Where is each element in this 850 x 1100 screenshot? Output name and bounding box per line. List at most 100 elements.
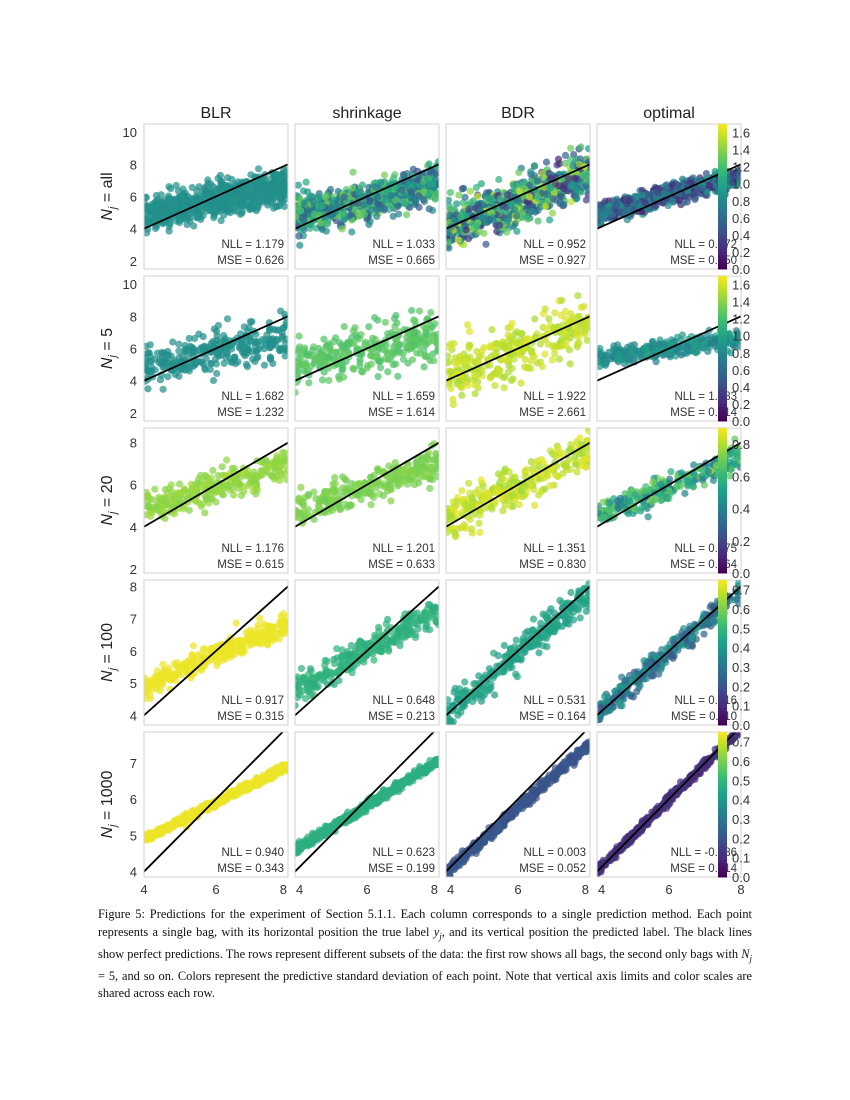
colorbar-segment	[718, 131, 727, 135]
data-point	[449, 401, 457, 409]
colorbar-segment	[718, 240, 727, 243]
data-point	[585, 177, 590, 185]
data-point	[449, 395, 457, 403]
data-point	[421, 339, 429, 347]
data-point	[408, 306, 416, 315]
mse-value: MSE = 0.665	[368, 255, 435, 267]
data-point	[376, 178, 385, 186]
data-point	[379, 492, 387, 500]
data-point	[191, 485, 199, 493]
data-point	[237, 491, 245, 500]
data-point	[398, 186, 406, 194]
data-point	[447, 384, 455, 392]
data-point	[541, 485, 549, 493]
data-point	[295, 348, 302, 356]
colorbar-segment	[718, 288, 727, 291]
data-point	[511, 330, 519, 338]
data-point	[320, 335, 328, 343]
data-point	[460, 358, 468, 366]
data-point	[429, 332, 437, 340]
data-point	[272, 172, 280, 180]
colorbar-tick-label: 1.0	[732, 329, 750, 344]
colorbar-tick-label: 0.6	[732, 363, 750, 378]
data-point	[642, 344, 650, 352]
data-point	[276, 461, 285, 469]
data-point	[666, 348, 675, 356]
data-point	[372, 484, 380, 492]
nll-value: NLL = 1.033	[372, 239, 435, 251]
data-point	[612, 202, 620, 210]
y-tick-label: 8	[130, 436, 137, 451]
mse-value: MSE = 1.614	[368, 407, 435, 419]
perfect-prediction-line	[144, 163, 288, 230]
colorbar-segment	[718, 406, 727, 410]
data-point	[507, 323, 515, 331]
data-point	[615, 351, 624, 359]
data-point	[340, 323, 348, 331]
data-point	[504, 217, 512, 225]
data-point	[386, 485, 394, 493]
data-point	[528, 207, 536, 215]
colorbar-segment	[718, 225, 727, 229]
colorbar-segment	[718, 389, 727, 393]
data-point	[699, 184, 707, 192]
data-point	[730, 173, 738, 181]
data-point	[541, 305, 549, 313]
data-point	[392, 196, 400, 204]
data-point	[349, 364, 357, 372]
data-point	[376, 364, 385, 372]
data-point	[573, 326, 581, 334]
data-point	[458, 384, 466, 392]
data-point	[193, 479, 201, 487]
data-point	[297, 207, 305, 215]
data-point	[384, 368, 392, 376]
mse-value: MSE = 2.661	[519, 407, 586, 419]
data-point	[424, 452, 432, 460]
colorbar-segment	[718, 317, 727, 320]
data-point	[432, 191, 439, 199]
y-tick-label: 2	[130, 562, 137, 577]
colorbar-segment	[718, 264, 727, 268]
data-point	[573, 186, 581, 195]
data-point	[375, 357, 383, 365]
colorbar-segment	[718, 124, 727, 127]
data-point	[244, 183, 252, 191]
data-point	[600, 206, 608, 214]
data-point	[247, 337, 255, 345]
data-point	[583, 336, 590, 344]
data-point	[374, 466, 382, 474]
data-point	[451, 354, 459, 362]
data-point	[492, 350, 500, 358]
data-point	[213, 369, 221, 378]
data-point	[513, 212, 521, 220]
data-point	[233, 470, 241, 478]
data-point	[638, 191, 646, 199]
data-point	[676, 343, 684, 351]
data-point	[458, 487, 466, 495]
data-point	[236, 344, 244, 352]
data-point	[295, 506, 299, 514]
nll-value: NLL = 0.372	[674, 239, 737, 251]
data-point	[509, 375, 517, 383]
data-point	[325, 376, 333, 384]
data-point	[471, 390, 479, 398]
data-point	[304, 490, 312, 498]
data-point	[144, 213, 151, 221]
colorbar-segment	[718, 290, 727, 294]
data-point	[230, 206, 238, 214]
column-title-optimal: optimal	[643, 105, 695, 122]
colorbar-segment	[718, 259, 727, 263]
data-point	[212, 327, 221, 335]
data-point	[225, 482, 233, 490]
data-point	[344, 338, 352, 346]
data-point	[409, 468, 417, 476]
data-point	[699, 344, 707, 352]
data-point	[566, 360, 574, 368]
panel-frame	[294, 275, 440, 422]
data-point	[159, 385, 167, 393]
data-point	[624, 343, 632, 351]
data-point	[336, 339, 344, 347]
data-point	[233, 188, 241, 196]
colorbar-segment	[718, 278, 727, 282]
